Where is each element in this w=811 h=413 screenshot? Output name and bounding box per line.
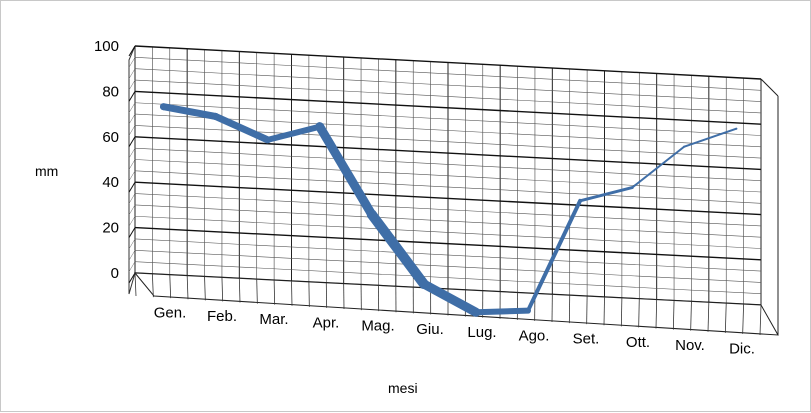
x-tick-label: Apr. [313, 314, 340, 331]
series-segment [268, 127, 320, 140]
y-tick-label: 60 [102, 129, 119, 146]
floor-gridline [292, 281, 293, 306]
grid [129, 46, 778, 335]
series-point [212, 113, 219, 120]
series-segment [163, 107, 215, 117]
series-segment [320, 127, 372, 215]
series-segment [372, 214, 424, 284]
x-tick-label: Mag. [361, 318, 394, 335]
y-axis-title: mm [35, 163, 58, 179]
x-tick-label: Ago. [519, 327, 550, 344]
y-tick-label: 0 [111, 265, 119, 282]
series-point [315, 122, 324, 131]
x-tick-label: Nov. [675, 337, 705, 354]
series-point [265, 137, 271, 143]
floor-gridline [604, 297, 605, 325]
right-edge [761, 79, 778, 96]
series-point [160, 103, 167, 110]
floor-gridline [274, 280, 275, 305]
y-tick-label: 80 [102, 83, 119, 100]
y-axis-ticks: 0 20 40 60 80 100 [94, 38, 119, 282]
x-tick-label: Lug. [467, 324, 496, 341]
x-tick-label: Giu. [416, 321, 444, 338]
y-tick-label: 100 [94, 38, 119, 55]
series-point [526, 309, 530, 313]
series-point [735, 128, 737, 130]
series-point [473, 309, 479, 315]
series-point [367, 209, 377, 219]
series-point [683, 146, 685, 148]
x-tick-label: Dic. [729, 340, 755, 357]
x-tick-label: Set. [573, 331, 600, 348]
x-tick-label: Mar. [259, 311, 288, 328]
x-tick-label: Ott. [626, 334, 650, 351]
series-segment [476, 311, 528, 313]
series-point [419, 279, 428, 288]
floor-gridline [621, 298, 622, 326]
y-tick-label: 40 [102, 174, 119, 191]
x-tick-label: Gen. [154, 305, 187, 322]
floor-gridline [135, 273, 136, 296]
series-point [631, 187, 633, 189]
left-wall [129, 46, 135, 294]
series-point [579, 199, 582, 202]
x-tick-label: Feb. [207, 308, 237, 325]
x-axis-title: mesi [388, 380, 418, 396]
y-tick-label: 20 [102, 220, 119, 237]
